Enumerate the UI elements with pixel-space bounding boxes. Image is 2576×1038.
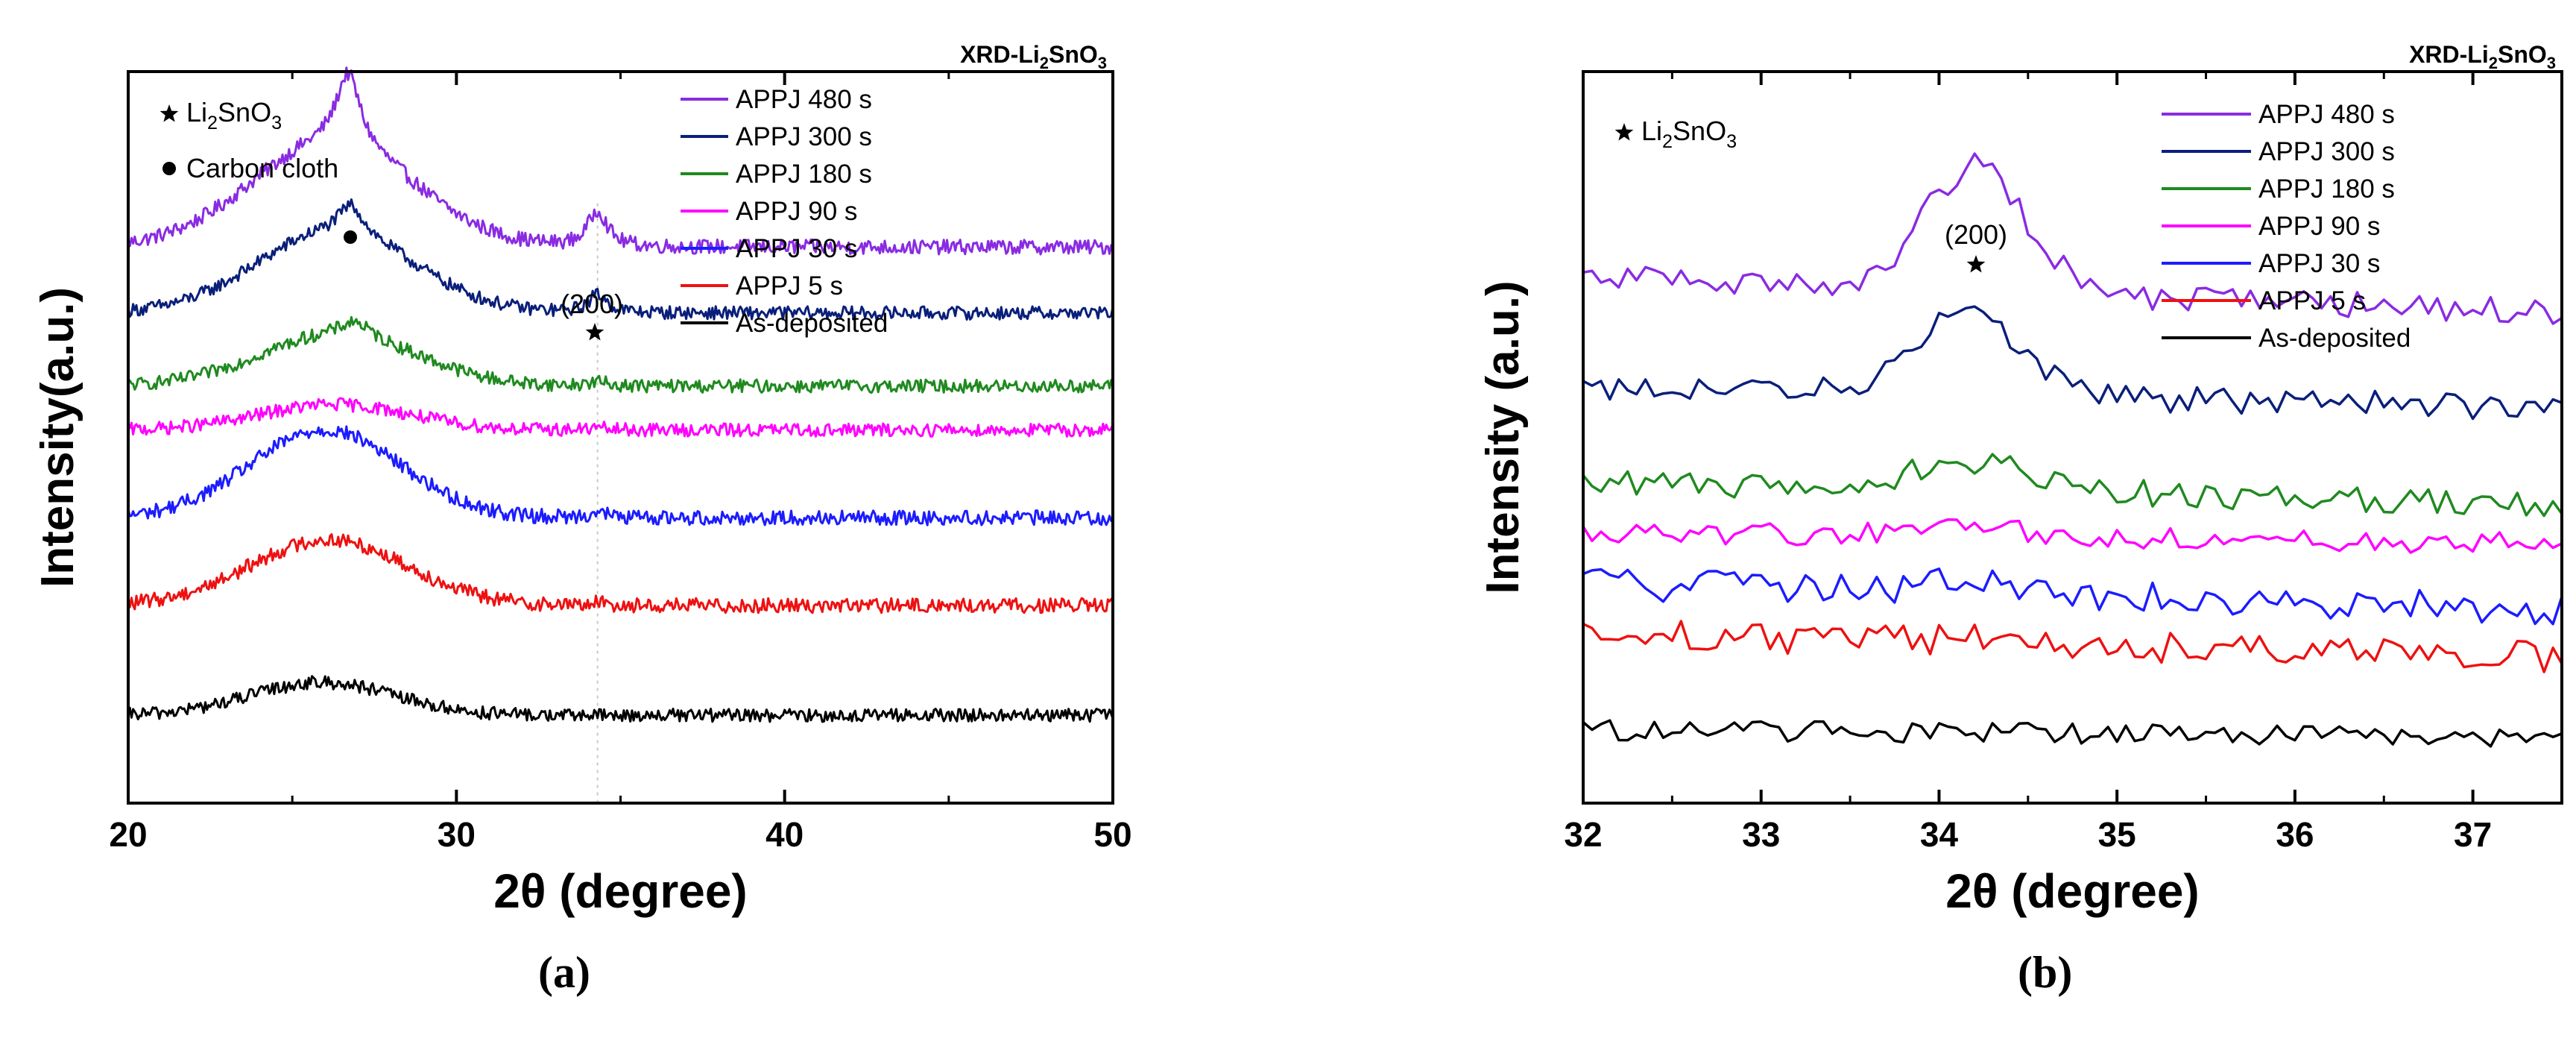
legend-label: APPJ 180 s [2258,174,2395,204]
series-line [1582,518,2563,554]
y-axis-label: Intensity (a.u.) [1477,280,1529,594]
star-marker-icon [1614,123,1634,141]
legend-label: APPJ 5 s [736,271,843,301]
series-line [1582,305,2563,421]
chart-title-part: SnO [2498,41,2547,68]
marker-legend-text-part: Li [1641,116,1662,146]
legend-label: APPJ 480 s [2258,100,2395,129]
peak-dot-icon [344,230,357,244]
series-line [1582,719,2563,748]
x-tick-label: 20 [109,815,147,854]
marker-legend-li2sno3: Li2SnO3 [186,97,282,133]
marker-legend-li2sno3: Li2SnO3 [1641,116,1737,152]
marker-legend-text-part: SnO [218,97,271,128]
legend-label: APPJ 90 s [2258,212,2380,241]
legend-label: APPJ 180 s [736,160,872,189]
series-line [1582,620,2563,673]
peak-200-label: (200) [1945,219,2007,250]
legend-label: APPJ 480 s [736,85,872,114]
marker-legend-text-part: 3 [1726,131,1737,152]
chart-title-part: XRD-Li [2409,41,2489,68]
marker-legend-text-part: SnO [1673,116,1726,146]
x-axis-label: 2θ (degree) [493,864,747,918]
dot-marker-icon [162,162,176,175]
series-line [1582,453,2563,518]
series-line [127,315,1114,394]
chart-title-part: SnO [1049,41,1098,68]
marker-legend-carbon-cloth: Carbon cloth [186,153,338,183]
x-tick-label: 34 [1920,815,1959,854]
legend-label: APPJ 30 s [2258,249,2380,278]
peak-200-label: (200) [561,289,623,319]
marker-legend-text-part: 3 [271,113,282,133]
panel-a-label: (a) [538,948,590,997]
x-tick-label: 30 [438,815,476,854]
peak-star-icon [585,323,604,341]
plot-frame [1582,70,2563,805]
chart-title-subscript: 2 [2489,54,2498,72]
series-line [127,533,1114,614]
legend-label: As-deposited [736,309,888,338]
marker-legend-text-part: Li [186,97,207,128]
chart-title-subscript: 2 [1040,54,1049,72]
series-line [1582,152,2563,325]
x-tick-label: 36 [2276,815,2314,854]
x-tick-label: 33 [1742,815,1780,854]
legend-label: As-deposited [2258,324,2411,353]
chart-title-part: XRD-Li [960,41,1040,68]
x-tick-label: 32 [1564,815,1602,854]
series-line [127,675,1114,723]
chart-title: XRD-Li2SnO3 [2409,41,2556,72]
chart-panel-a: 20 30 40 50 2θ (degree) Intensity(a.u.) XRD-Li… [32,41,1132,918]
chart-title-subscript: 3 [2547,54,2556,72]
chart-title: XRD-Li2SnO3 [960,41,1107,72]
legend-label: APPJ 300 s [2258,137,2395,166]
panel-b-label: (b) [2018,948,2073,997]
x-axis-label: 2θ (degree) [1945,864,2199,918]
chart-title-subscript: 3 [1098,54,1107,72]
y-axis-label: Intensity(a.u.) [32,287,83,588]
series-line [127,397,1114,438]
legend-label: APPJ 30 s [736,234,857,263]
x-tick-label: 50 [1093,815,1131,854]
legend-label: APPJ 300 s [736,122,872,151]
star-marker-icon [160,104,179,122]
legend-label: APPJ 90 s [736,197,857,226]
marker-legend-text-part: 2 [1662,131,1673,152]
x-tick-label: 40 [765,815,804,854]
series-line [127,66,1114,256]
series-line [127,425,1114,526]
x-tick-label: 37 [2454,815,2492,854]
marker-legend-text-part: 2 [207,113,218,133]
legend-label: APPJ 5 s [2258,286,2366,315]
peak-star-icon [1966,255,1986,273]
x-tick-label: 35 [2098,815,2136,854]
series-line [127,198,1114,321]
series-line [1582,567,2563,626]
